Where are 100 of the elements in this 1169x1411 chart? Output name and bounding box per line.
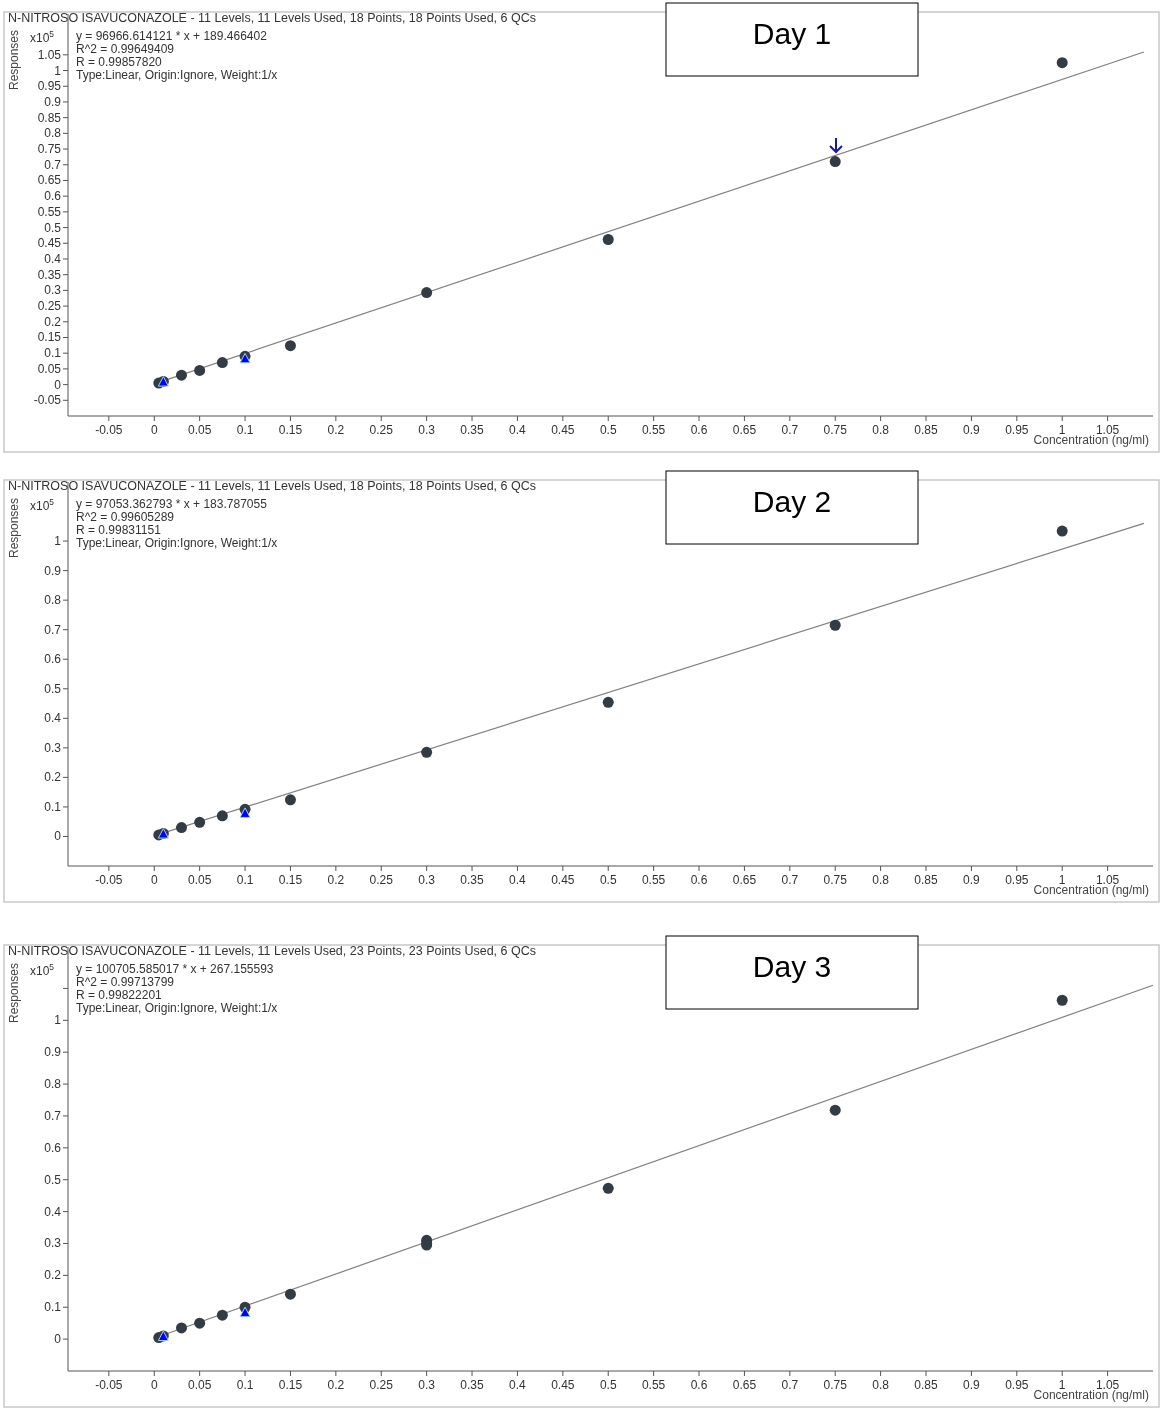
point <box>194 364 206 376</box>
point <box>216 357 228 369</box>
y-tick-label: 0.15 <box>37 330 62 345</box>
point <box>194 1317 206 1329</box>
y-axis-title: Responses <box>7 962 21 1023</box>
y-tick-label: 0.2 <box>44 770 62 785</box>
x-tick-label: 0.7 <box>781 1378 799 1392</box>
y-tick-label: 0.6 <box>44 189 62 204</box>
point <box>239 1306 251 1318</box>
chart-subtitle: Day 1 <box>752 17 832 50</box>
text: x10$^{5}$ <box>30 29 55 45</box>
y-tick-label: 0.7 <box>44 157 62 172</box>
x-tick-label: 0.15 <box>278 873 303 887</box>
y-tick-label: 0 <box>54 1332 62 1347</box>
y-tick-label: 1 <box>54 63 62 78</box>
point <box>1056 525 1068 537</box>
y-tick-label: 0.8 <box>44 126 62 141</box>
y-tick-label: 0.7 <box>44 622 62 637</box>
x-tick-label: 0.75 <box>823 873 848 887</box>
x-tick-label: 0.05 <box>187 873 212 887</box>
x-tick-label: 0.25 <box>369 423 394 437</box>
x-tick-label: 0.8 <box>872 873 890 887</box>
y-tick-label: 0.5 <box>44 681 62 696</box>
x-tick-label: 0 <box>150 423 158 437</box>
x-tick-label: 0.3 <box>418 1378 436 1392</box>
annotation: Type:Linear, Origin:Ignore, Weight:1/x <box>76 536 278 550</box>
y-tick-label: 1 <box>54 534 62 549</box>
x-tick-label: 0.9 <box>963 423 981 437</box>
x-tick-label: 0.05 <box>187 1378 212 1392</box>
y-tick-label: 0.05 <box>37 361 62 376</box>
x-tick-label: 0.2 <box>327 423 345 437</box>
text: x10$^{5}$ <box>30 497 55 513</box>
y-tick-label: 0.4 <box>44 251 62 266</box>
y-tick-label: 1 <box>54 1013 62 1028</box>
point <box>829 1104 841 1116</box>
x-tick-label: 0 <box>150 873 158 887</box>
annotation: y = 96966.614121 * x + 189.466402 <box>76 29 268 43</box>
y-tick-label: 0.5 <box>44 220 62 235</box>
x-tick-label: 0.85 <box>914 1378 939 1392</box>
point <box>602 1182 614 1194</box>
x-tick-label: 0.85 <box>914 423 939 437</box>
chart-subtitle: Day 3 <box>752 950 832 983</box>
y-axis-title: Responses <box>7 497 21 558</box>
y-tick-label: 0 <box>54 829 62 844</box>
y-tick-label: 0.4 <box>44 1204 62 1219</box>
y-tick-label: 0.1 <box>44 346 62 361</box>
annotation: R = 0.99822201 <box>76 988 163 1002</box>
x-tick-label: 0.75 <box>823 1378 848 1392</box>
y-tick-label: 0.1 <box>44 799 62 814</box>
x-tick-label: 0.45 <box>551 423 575 437</box>
annotation: R = 0.99831151 <box>76 523 162 537</box>
x-tick-label: 0.6 <box>690 873 708 887</box>
x-tick-label: 0.85 <box>914 873 939 887</box>
y-tick-label: 0.9 <box>44 1045 62 1060</box>
point <box>421 287 433 299</box>
y-tick-label: 0 <box>54 377 62 392</box>
x-tick-label: 0.6 <box>690 1378 708 1392</box>
y-tick-label: 0.1 <box>44 1300 62 1315</box>
chart-title: N-NITROSO ISAVUCONAZOLE - 11 Levels, 11 Levels Used, 23 Points, 23 Points Used, 6 QCs <box>8 944 536 958</box>
y-tick-label: 0.6 <box>44 652 62 667</box>
y-tick-label: 0.95 <box>37 79 62 94</box>
annotation: R = 0.99857820 <box>76 55 163 69</box>
x-tick-label: 0.5 <box>599 423 617 437</box>
x-tick-label: 0.9 <box>963 873 981 887</box>
x-tick-label: -0.05 <box>95 1378 123 1392</box>
x-tick-label: 0.4 <box>509 1378 527 1392</box>
annotation: y = 100705.585017 * x + 267.155593 <box>76 962 274 976</box>
y-tick-label: 0.7 <box>44 1108 62 1123</box>
x-tick-label: 0.65 <box>732 873 757 887</box>
x-tick-label: 0.65 <box>732 423 757 437</box>
x-tick-label: 0.45 <box>551 1378 575 1392</box>
text: x10$^{5}$ <box>30 962 55 978</box>
point <box>602 696 614 708</box>
x-tick-label: 0.5 <box>599 1378 617 1392</box>
x-tick-label: 0.2 <box>327 1378 345 1392</box>
point <box>421 746 433 758</box>
x-tick-label: 0 <box>150 1378 158 1392</box>
y-tick-label: 0.45 <box>37 236 62 251</box>
x-tick-label: 0.55 <box>641 873 666 887</box>
chart-subtitle: Day 2 <box>752 485 832 518</box>
point <box>1056 57 1068 69</box>
annotation: R^2 = 0.99713799 <box>76 975 175 989</box>
point <box>239 807 251 818</box>
x-tick-label: 0.3 <box>418 423 436 437</box>
y-tick-label: 0.3 <box>44 740 62 755</box>
point <box>216 810 228 822</box>
y-tick-label: 0.85 <box>37 110 62 125</box>
x-tick-label: 0.75 <box>823 423 848 437</box>
x-tick-label: 0.35 <box>460 423 485 437</box>
y-tick-label: 0.55 <box>37 204 62 219</box>
y-tick-label: -0.05 <box>33 393 62 408</box>
x-tick-label: 0.5 <box>599 873 617 887</box>
x-tick-label: 0.15 <box>278 423 303 437</box>
y-tick-label: 0.8 <box>44 1077 62 1092</box>
point <box>216 1309 228 1321</box>
x-tick-label: 0.8 <box>872 423 890 437</box>
x-tick-label: 0.95 <box>1005 423 1029 437</box>
x-tick-label: -0.05 <box>95 423 123 437</box>
chart-title: N-NITROSO ISAVUCONAZOLE - 11 Levels, 11 Levels Used, 18 Points, 18 Points Used, 6 QCs <box>8 479 536 493</box>
x-tick-label: 0.1 <box>236 1378 254 1392</box>
